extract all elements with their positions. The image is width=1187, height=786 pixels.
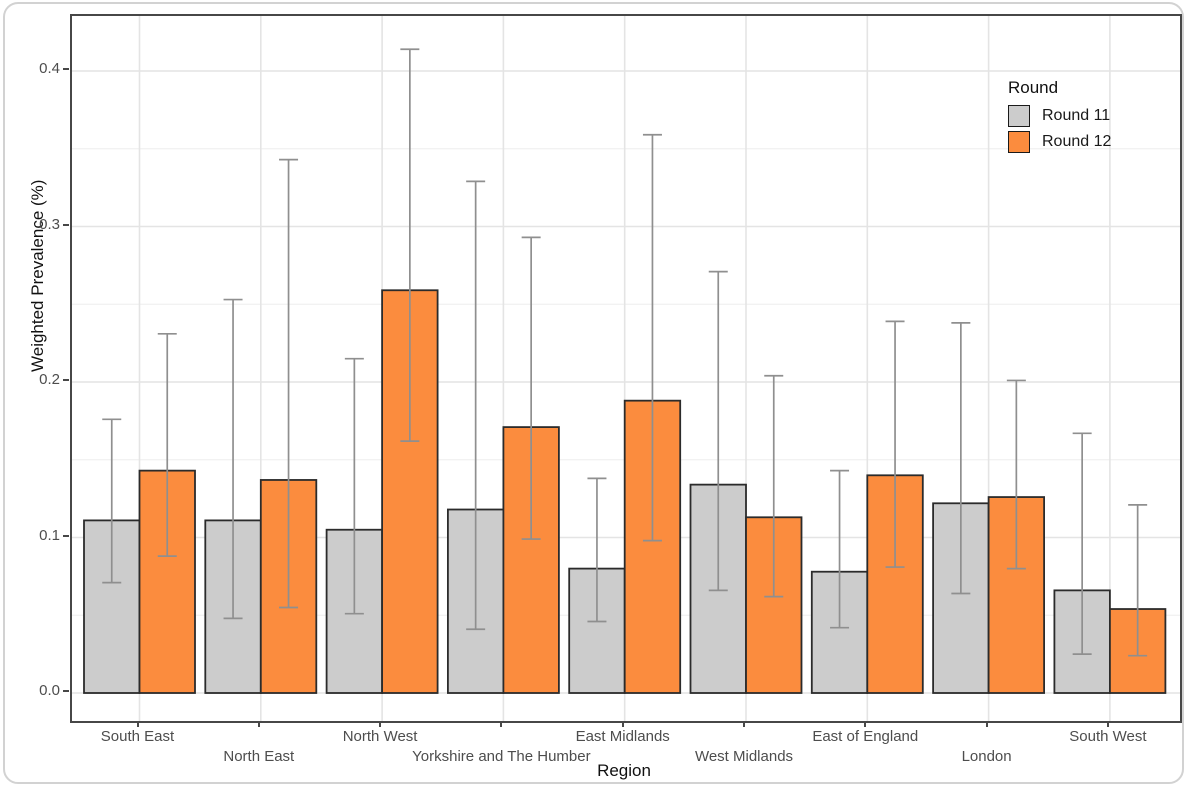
x-tick-label-south-west: South West	[1069, 728, 1147, 745]
error-bar-east-of-england-round-12	[885, 320, 905, 568]
x-tick	[379, 721, 382, 727]
y-tick-label: 0.4	[39, 60, 60, 77]
error-bar-south-west-round-12	[1128, 503, 1148, 657]
error-bar-north-east-round-12	[279, 158, 299, 609]
bar-chart-canvas	[72, 16, 1180, 721]
legend-label-round-11: Round 11	[1042, 107, 1111, 124]
error-bar-yorkshire-and-the-humber-round-11	[466, 180, 486, 631]
bar-london-round-11	[932, 502, 990, 694]
y-axis-title: Weighted Prevalence (%)	[28, 179, 47, 372]
x-tick	[864, 721, 867, 727]
y-tick-label: 0.1	[39, 526, 60, 544]
x-tick	[136, 721, 139, 727]
plot-panel	[70, 14, 1182, 723]
x-tick-label-north-east: North East	[223, 748, 295, 765]
legend-title: Round	[1008, 78, 1059, 97]
error-bar-west-midlands-round-12	[764, 374, 784, 598]
legend-item-round-12: Round 12	[1008, 131, 1111, 153]
bar-yorkshire-and-the-humber-round-12	[502, 426, 560, 694]
error-bar-london-round-12	[1006, 379, 1026, 570]
x-tick-label-west-midlands: West Midlands	[694, 748, 794, 765]
x-tick-label-east-midlands: East Midlands	[575, 728, 670, 745]
x-tick	[743, 721, 745, 727]
x-tick-label-london: London	[961, 748, 1012, 765]
legend-swatch-round-11-icon	[1008, 105, 1030, 127]
x-tick	[500, 721, 503, 727]
x-tick	[985, 721, 988, 727]
x-tick-label-south-east: South East	[100, 728, 175, 745]
x-tick	[257, 721, 260, 727]
error-bar-north-east-round-11	[223, 298, 243, 620]
error-bar-south-east-round-11	[102, 418, 122, 584]
y-tick	[63, 690, 69, 692]
y-tick	[63, 68, 69, 70]
x-tick-label-north-west: North West	[342, 728, 418, 745]
legend-label-round-12: Round 12	[1042, 133, 1112, 150]
error-bar-south-west-round-11	[1072, 432, 1092, 655]
y-tick	[63, 534, 69, 537]
legend-swatch-round-12-icon	[1008, 131, 1030, 153]
y-tick-label: 0.0	[39, 682, 60, 699]
error-bar-north-west-round-11	[344, 357, 364, 615]
x-tick	[1106, 721, 1109, 727]
x-axis-title: Region	[597, 761, 651, 780]
error-bar-london-round-11	[951, 322, 971, 595]
x-tick-label-east-of-england: East of England	[812, 728, 919, 745]
legend-item-round-11: Round 11	[1008, 105, 1111, 127]
error-bar-east-midlands-round-11	[587, 477, 607, 623]
error-bar-yorkshire-and-the-humber-round-12	[521, 236, 541, 540]
error-bar-north-west-round-12	[400, 48, 420, 442]
error-bar-east-of-england-round-11	[830, 469, 850, 629]
y-tick	[63, 379, 69, 381]
y-tick-label: 0.3	[39, 215, 60, 233]
y-tick-label: 0.2	[39, 371, 60, 388]
legend: Round Round 11 Round 12	[1008, 78, 1111, 157]
error-bar-south-east-round-12	[157, 332, 177, 558]
x-tick-label-yorkshire-and-the-humber: Yorkshire and The Humber	[412, 748, 591, 765]
x-tick	[621, 721, 624, 727]
error-bar-west-midlands-round-11	[708, 270, 728, 592]
error-bar-east-midlands-round-12	[642, 133, 662, 542]
y-tick	[63, 223, 69, 226]
